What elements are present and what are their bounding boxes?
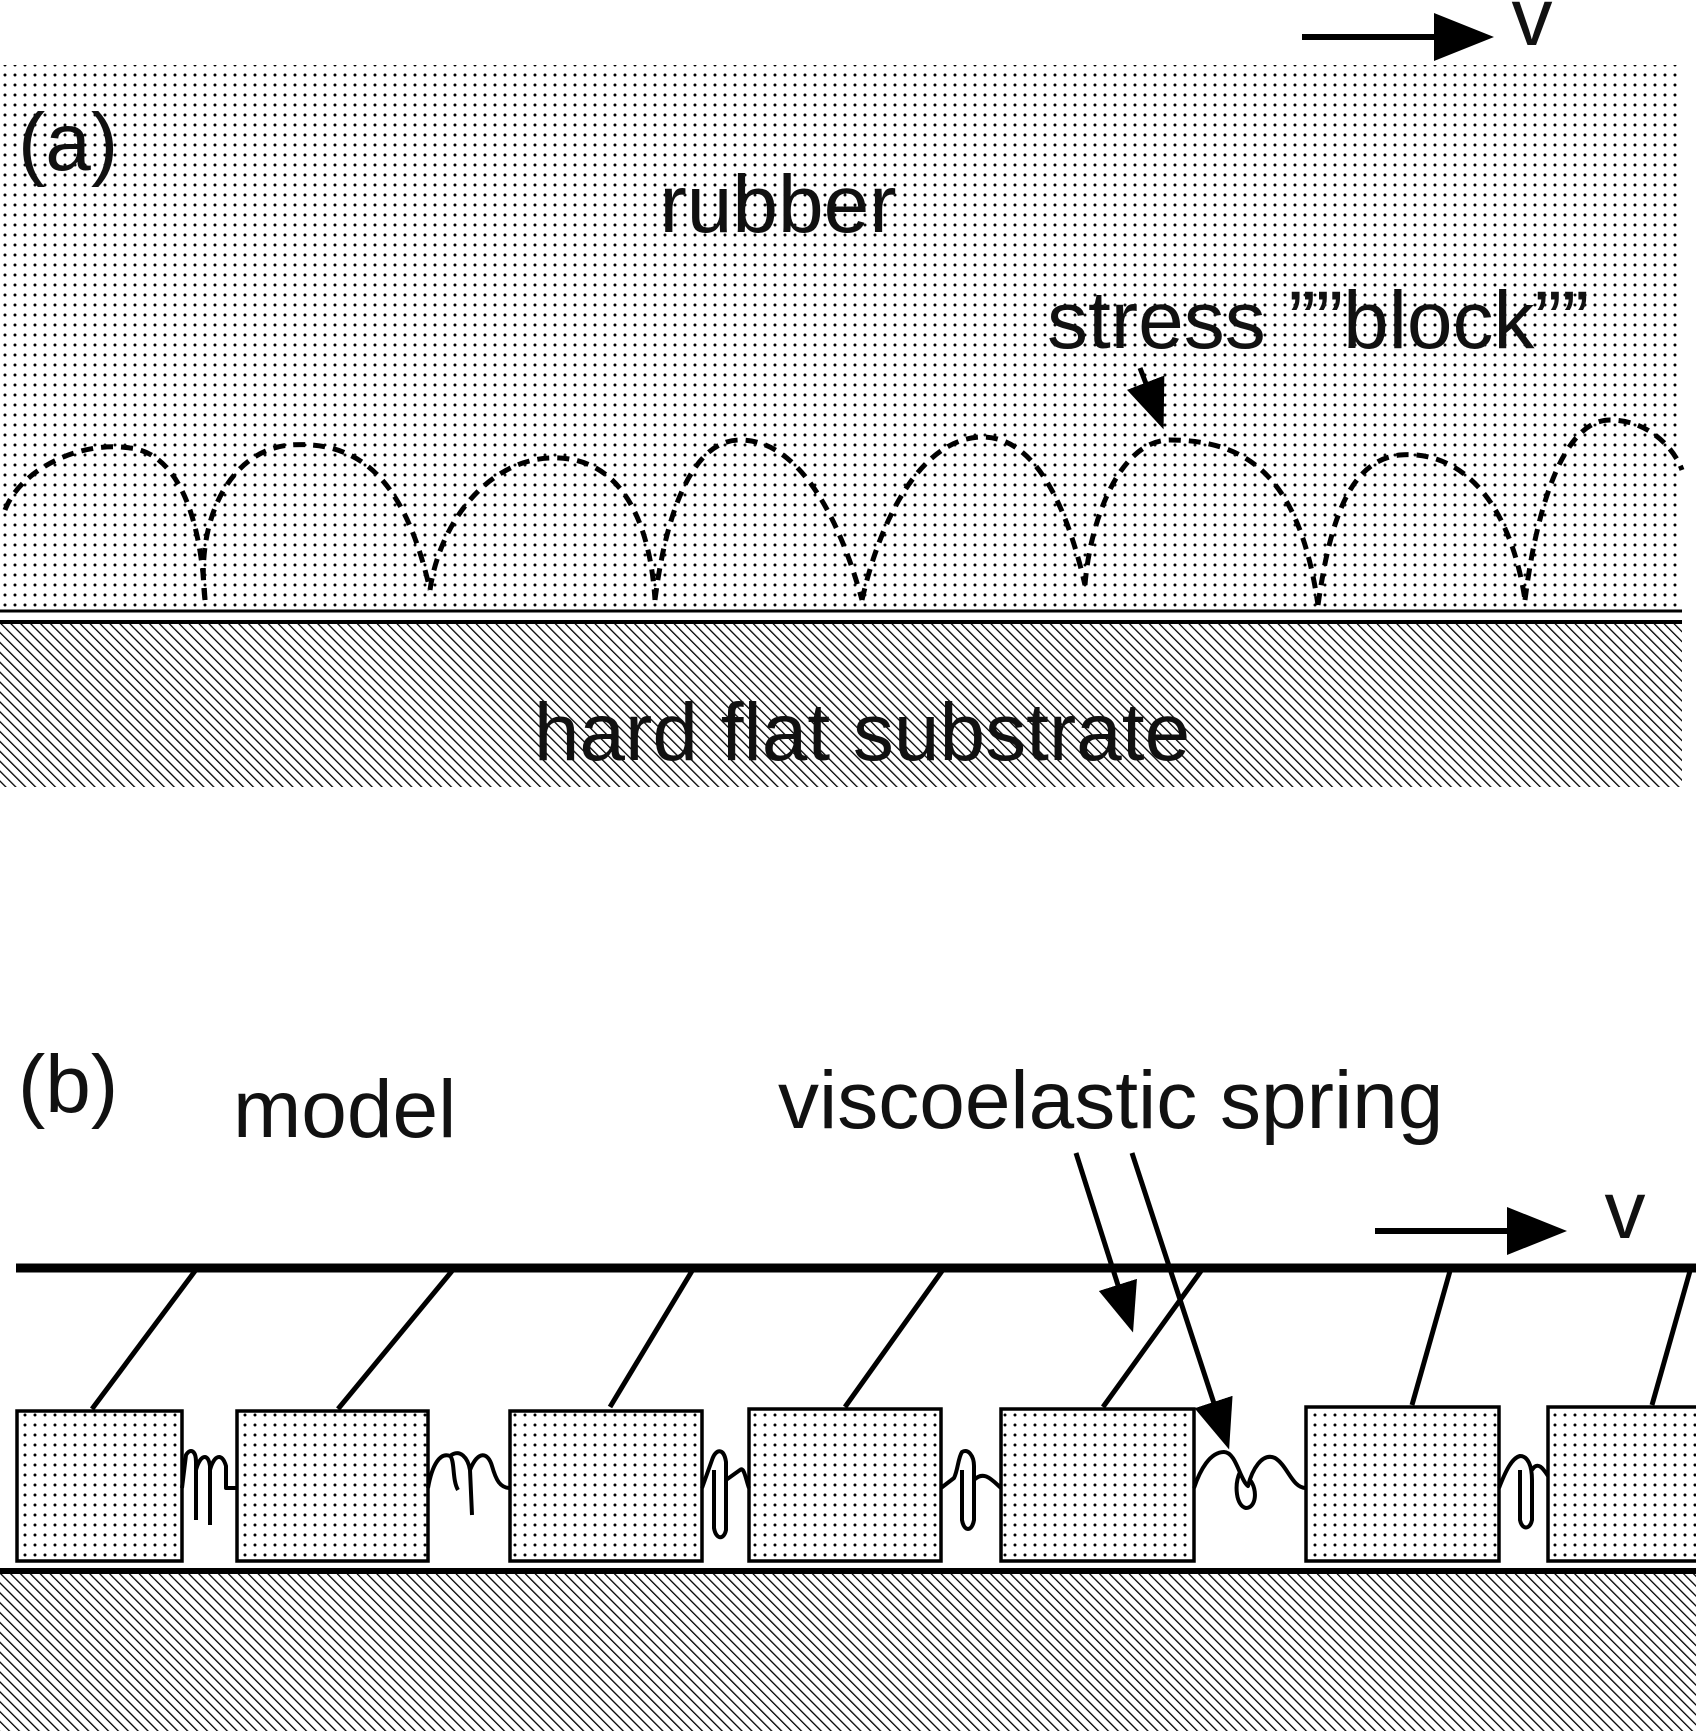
coupling-spring-1	[89, 1269, 198, 1411]
panel-b: (b) model viscoelastic spring v	[0, 1039, 1696, 1731]
stress-block-6	[1082, 437, 1321, 606]
panel-b-label: (b)	[18, 1039, 118, 1130]
model-block-4	[747, 1407, 943, 1563]
viscoelastic-springs	[180, 1449, 1550, 1540]
model-block-6	[1304, 1405, 1501, 1563]
spring-label: viscoelastic spring	[778, 1055, 1443, 1146]
coupling-springs	[89, 1269, 1693, 1411]
viscoelastic-spring-6	[1497, 1454, 1550, 1530]
model-blocks	[15, 1405, 1696, 1563]
model-block-5	[999, 1407, 1196, 1563]
rubber-label: rubber	[659, 159, 896, 250]
model-block-7	[1546, 1405, 1696, 1563]
viscoelastic-spring-1	[180, 1449, 237, 1525]
viscoelastic-spring-5	[1192, 1450, 1307, 1510]
coupling-spring-2	[336, 1269, 454, 1411]
model-label: model	[233, 1064, 456, 1155]
viscoelastic-spring-2	[426, 1451, 511, 1516]
coupling-spring-3	[607, 1269, 695, 1409]
viscoelastic-spring-3	[700, 1449, 751, 1540]
coupling-spring-7	[1649, 1270, 1693, 1406]
velocity-label-a: v	[1512, 0, 1553, 63]
coupling-spring-4	[842, 1269, 945, 1409]
stress-block-8	[1522, 417, 1685, 601]
stress-block-3	[427, 455, 658, 601]
spring-arrow-2	[1129, 1152, 1233, 1450]
model-block-1	[15, 1409, 184, 1563]
coupling-spring-6	[1409, 1270, 1453, 1406]
rubber-region	[0, 65, 1682, 613]
stress-block-outlines	[2, 417, 1685, 606]
stress-block-5	[859, 434, 1088, 601]
substrate-region	[0, 622, 1682, 787]
stress-block-arrow	[1126, 367, 1165, 430]
stress-block-7	[1315, 452, 1528, 606]
model-block-2	[235, 1409, 430, 1563]
velocity-label-b: v	[1605, 1165, 1646, 1256]
viscoelastic-spring-4	[939, 1449, 1003, 1531]
substrate-label: hard flat substrate	[534, 687, 1190, 778]
model-block-3	[508, 1409, 704, 1563]
stress-block-label: stress ””block””	[1047, 275, 1589, 366]
stress-block-1	[2, 444, 208, 601]
panel-a: v (a) rubber stress ””block”” hard flat …	[0, 0, 1685, 787]
spring-arrow-1	[1073, 1152, 1137, 1333]
panel-a-label: (a)	[18, 97, 118, 188]
model-substrate	[0, 1571, 1696, 1731]
coupling-spring-5	[1100, 1269, 1204, 1409]
